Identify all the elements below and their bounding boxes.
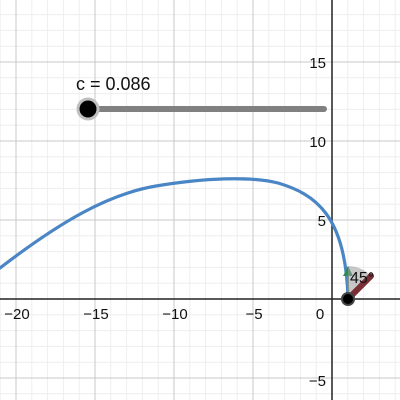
x-tick-label: 0 [316,306,324,323]
x-tick-label: −15 [83,306,108,323]
slider-c[interactable]: c = 0.086 [76,74,327,121]
point-icon[interactable] [341,292,355,306]
y-tick-label: −5 [309,373,326,390]
trajectory-curve[interactable] [0,177,350,301]
x-tick-labels: −20 −15 −10 −5 0 [4,306,324,323]
angle-label: 45° [350,270,374,287]
slider-thumb-icon[interactable] [76,97,100,121]
y-tick-label: 5 [318,213,326,230]
x-tick-label: −20 [4,306,29,323]
y-tick-label: 15 [309,55,326,72]
slider-label: c = 0.086 [76,74,151,94]
x-tick-label: −5 [245,306,262,323]
y-tick-label: 10 [309,134,326,151]
x-tick-label: −10 [162,306,187,323]
y-tick-labels: 15 10 5 −5 [309,55,326,390]
